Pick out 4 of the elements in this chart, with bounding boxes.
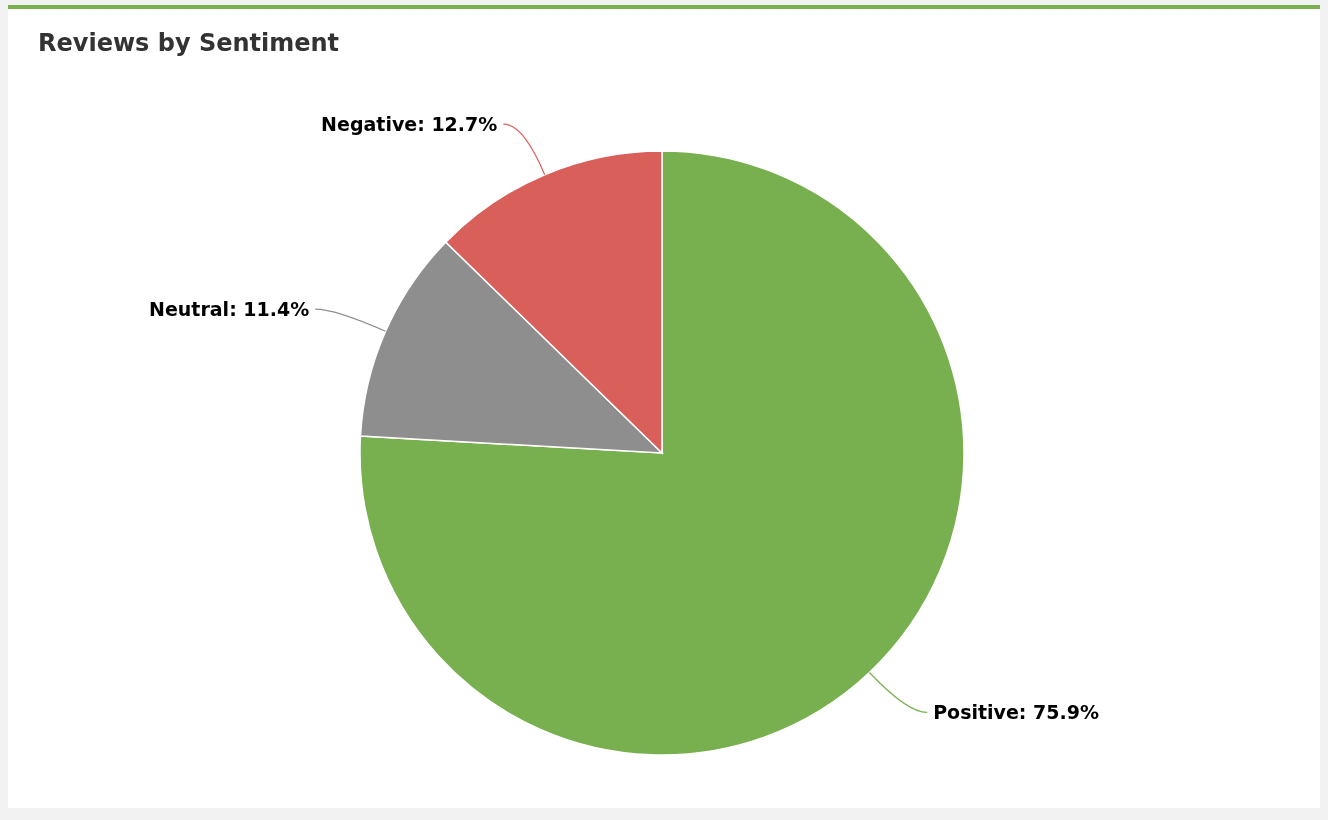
chart-title: Reviews by Sentiment: [38, 29, 340, 57]
slice-label: Neutral: 11.4%: [149, 298, 310, 321]
slice-label: Negative: 12.7%: [321, 113, 498, 136]
slice-label: Positive: 75.9%: [933, 701, 1099, 724]
